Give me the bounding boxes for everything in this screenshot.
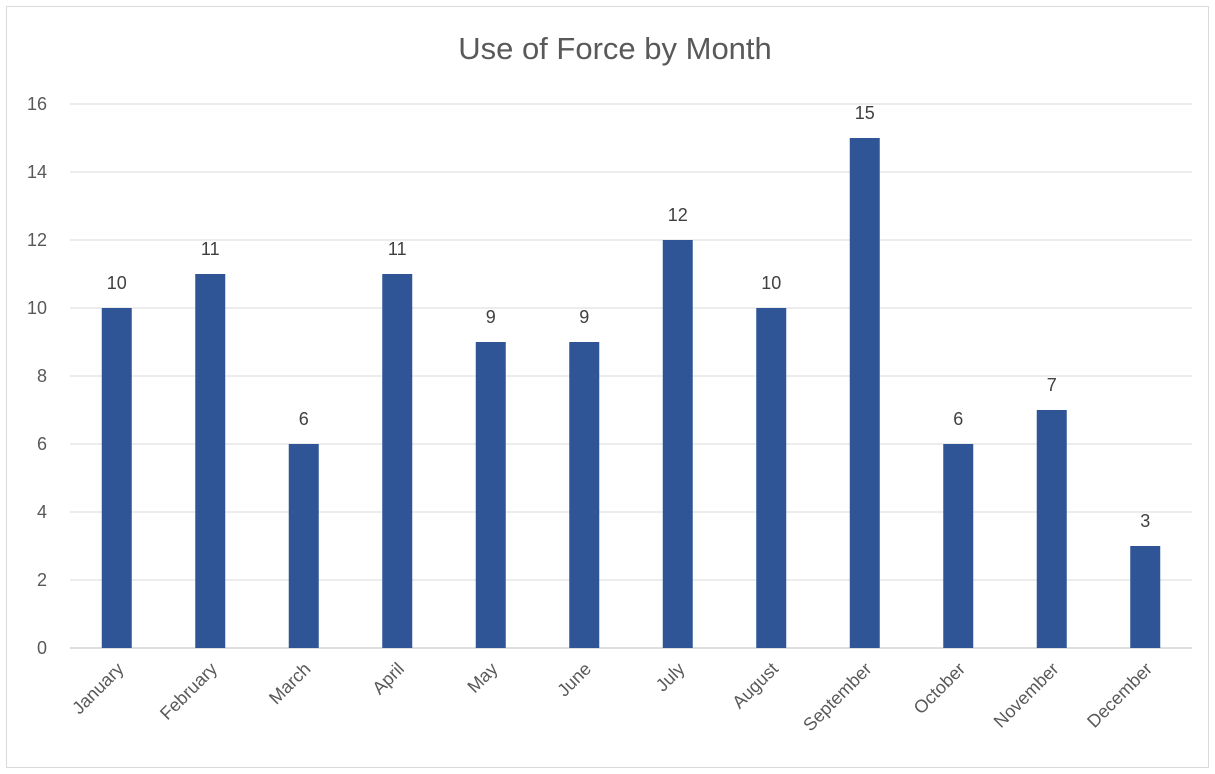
bar <box>101 308 132 648</box>
bar <box>569 342 600 648</box>
bar <box>1130 546 1161 648</box>
x-tick-label: March <box>265 659 315 709</box>
data-label: 6 <box>299 409 309 429</box>
x-tick-label: June <box>553 659 595 701</box>
x-tick-label: February <box>156 659 221 724</box>
bar <box>849 138 880 648</box>
x-axis-ticks: January February March April May June July Augu… <box>68 659 1156 735</box>
x-tick-label: July <box>652 659 689 696</box>
data-label: 3 <box>1140 511 1150 531</box>
bar <box>1036 410 1067 648</box>
data-label: 12 <box>668 205 688 225</box>
x-tick-label: October <box>910 659 969 718</box>
x-tick-label: January <box>68 659 127 718</box>
bar <box>195 274 226 648</box>
bars <box>101 138 1161 648</box>
bar <box>382 274 413 648</box>
data-label: 9 <box>579 307 589 327</box>
bar <box>288 444 319 648</box>
data-label: 9 <box>486 307 496 327</box>
x-tick-label: November <box>990 659 1063 732</box>
y-tick-label: 12 <box>27 230 47 250</box>
x-tick-label: August <box>728 659 782 713</box>
gridlines <box>70 103 1192 649</box>
bar <box>943 444 974 648</box>
y-axis-ticks: 0 2 4 6 8 10 12 14 16 <box>27 94 47 658</box>
data-labels: 10 11 6 11 9 9 12 10 15 6 7 3 <box>107 103 1151 531</box>
y-tick-label: 0 <box>37 638 47 658</box>
y-tick-label: 6 <box>37 434 47 454</box>
y-tick-label: 8 <box>37 366 47 386</box>
y-tick-label: 14 <box>27 162 47 182</box>
data-label: 11 <box>201 239 220 259</box>
data-label: 6 <box>953 409 963 429</box>
y-tick-label: 4 <box>37 502 47 522</box>
x-tick-label: May <box>463 659 501 697</box>
data-label: 10 <box>761 273 781 293</box>
x-tick-label: April <box>368 659 408 699</box>
y-tick-label: 16 <box>27 94 47 114</box>
chart-title: Use of Force by Month <box>458 31 772 66</box>
bar <box>756 308 787 648</box>
data-label: 7 <box>1047 375 1057 395</box>
x-tick-label: September <box>799 659 875 735</box>
y-tick-label: 10 <box>27 298 47 318</box>
y-tick-label: 2 <box>37 570 47 590</box>
data-label: 11 <box>388 239 407 259</box>
data-label: 15 <box>855 103 875 123</box>
data-label: 10 <box>107 273 127 293</box>
x-tick-label: December <box>1083 659 1156 732</box>
bar <box>475 342 506 648</box>
bar <box>662 240 693 648</box>
